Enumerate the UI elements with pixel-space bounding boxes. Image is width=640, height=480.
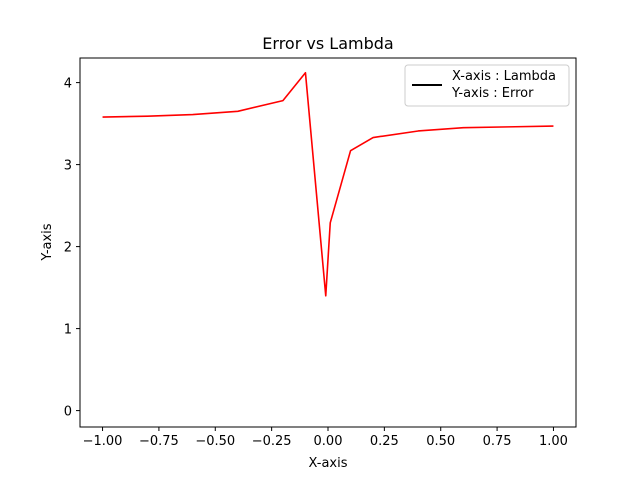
legend: X-axis : Lambda Y-axis : Error — [404, 64, 570, 107]
x-tick-label: −0.50 — [195, 434, 235, 449]
y-axis-ticks: 0 1 2 3 4 — [64, 77, 80, 420]
x-tick-label: −1.00 — [83, 434, 123, 449]
x-tick-label: 0.75 — [483, 434, 512, 449]
y-axis-label: Y-axis — [40, 223, 55, 261]
series-line-0 — [102, 71, 554, 297]
x-tick-label: −0.25 — [252, 434, 292, 449]
axes-frame — [79, 57, 577, 428]
x-tick-label: 0.50 — [426, 434, 455, 449]
x-axis-label: X-axis — [309, 456, 348, 471]
x-tick-label: −0.75 — [139, 434, 179, 449]
legend-entry-line1: X-axis : Lambda — [452, 69, 556, 84]
legend-box — [404, 64, 570, 107]
x-tick-label: 1.00 — [539, 434, 568, 449]
legend-entry-line2: Y-axis : Error — [451, 86, 534, 101]
y-tick-label: 2 — [64, 241, 72, 256]
y-tick-label: 1 — [64, 323, 72, 338]
chart-title: Error vs Lambda — [262, 34, 393, 53]
x-axis-ticks: −1.00 −0.75 −0.50 −0.25 0.00 0.25 0.50 0.75 1.00 — [83, 427, 568, 449]
x-tick-label: 0.25 — [370, 434, 399, 449]
y-tick-label: 4 — [64, 77, 72, 92]
y-tick-label: 0 — [64, 405, 72, 420]
y-tick-label: 3 — [64, 159, 72, 174]
series-layer — [102, 71, 554, 297]
x-tick-label: 0.00 — [314, 434, 343, 449]
